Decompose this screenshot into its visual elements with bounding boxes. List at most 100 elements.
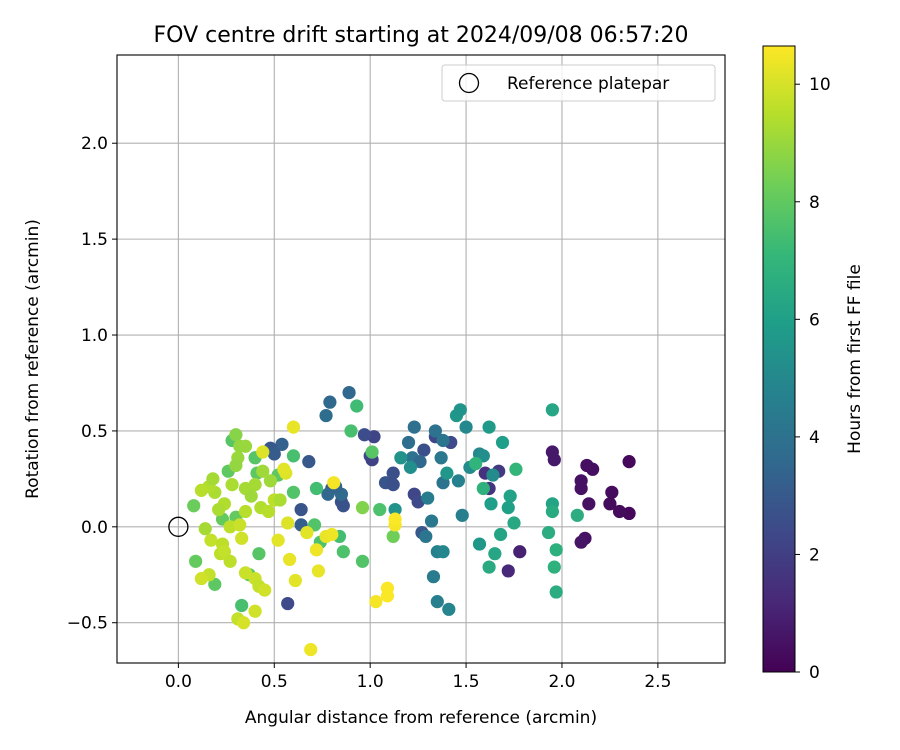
data-point <box>244 489 258 503</box>
plot-frame <box>116 54 726 664</box>
data-point <box>238 504 253 519</box>
data-point <box>325 527 339 542</box>
data-point <box>541 525 556 540</box>
data-point <box>442 602 456 616</box>
data-point <box>208 577 222 591</box>
reference-point-marker <box>168 516 189 537</box>
data-point <box>350 399 364 413</box>
data-point <box>256 445 270 459</box>
data-point <box>319 408 333 423</box>
data-point <box>582 497 596 511</box>
y-tick-label: −0.5 <box>67 614 108 634</box>
data-point <box>547 560 561 574</box>
colorbar-scale <box>762 45 796 673</box>
data-point <box>217 545 232 559</box>
legend-label: Reference platepar <box>507 74 669 94</box>
axes: 0.0 0.5 1.0 1.5 2.0 2.5 −0.5 0.0 0.5 1.0 1.5 2.0 <box>67 54 726 692</box>
data-point <box>342 385 356 400</box>
data-point <box>263 474 278 488</box>
colorbar-tick-label: 4 <box>809 428 820 448</box>
data-point <box>401 435 416 450</box>
data-point <box>507 516 521 530</box>
data-point <box>436 545 450 559</box>
data-point <box>380 589 395 603</box>
chart-title: FOV centre drift starting at 2024/09/08 … <box>154 23 689 48</box>
data-point <box>309 543 324 557</box>
data-point <box>204 533 218 547</box>
data-point <box>386 466 400 480</box>
data-point <box>198 522 212 536</box>
data-point <box>407 420 421 434</box>
data-point <box>323 395 337 409</box>
data-point <box>574 535 588 549</box>
data-point <box>451 474 466 488</box>
data-point <box>493 527 508 542</box>
colorbar-tick-label: 10 <box>809 75 831 95</box>
data-point <box>413 455 427 469</box>
data-point <box>212 502 226 517</box>
data-point <box>311 564 325 578</box>
data-point <box>605 485 619 499</box>
grid-lines <box>117 55 725 663</box>
x-tick-label: 1.5 <box>453 672 480 692</box>
data-point <box>256 464 270 478</box>
data-point <box>373 502 387 517</box>
data-point <box>223 554 237 568</box>
data-point <box>440 466 454 480</box>
data-point <box>545 403 559 417</box>
y-tick-label: 0.0 <box>81 518 108 538</box>
data-point <box>304 642 318 657</box>
data-point <box>503 489 517 503</box>
data-point <box>612 504 627 519</box>
data-point <box>355 554 370 568</box>
y-tick-label: 0.5 <box>81 422 108 442</box>
data-point <box>365 445 379 459</box>
y-tick-label: 1.5 <box>81 230 108 250</box>
data-point <box>386 529 400 544</box>
y-tick-label: 1.0 <box>81 326 108 346</box>
data-point <box>549 543 563 557</box>
data-point <box>486 468 500 482</box>
y-axis-label: Rotation from reference (arcmin) <box>23 219 43 499</box>
x-tick-label: 0.5 <box>261 672 288 692</box>
data-point <box>436 433 450 448</box>
data-point <box>495 435 510 450</box>
data-point <box>622 455 636 469</box>
data-point <box>453 403 467 417</box>
colorbar-tick-label: 0 <box>809 663 820 683</box>
data-point <box>570 508 584 522</box>
data-point <box>426 570 441 584</box>
data-point <box>286 485 301 499</box>
data-point <box>233 518 247 532</box>
data-point <box>229 428 243 442</box>
data-point <box>235 598 249 613</box>
data-point <box>369 595 383 609</box>
legend-box <box>441 64 716 102</box>
data-point <box>547 453 561 467</box>
y-tick-label: 2.0 <box>81 134 108 154</box>
data-point <box>194 572 208 586</box>
data-point <box>302 455 316 469</box>
data-point <box>194 483 208 497</box>
data-point <box>482 420 496 434</box>
data-point <box>428 424 442 438</box>
data-point <box>417 443 431 457</box>
data-point <box>580 458 594 473</box>
data-point <box>472 537 487 551</box>
data-point <box>327 476 341 490</box>
data-point <box>482 560 496 574</box>
data-point <box>501 564 515 578</box>
data-point <box>277 462 291 476</box>
data-point <box>459 420 473 434</box>
data-point <box>484 497 498 511</box>
data-point <box>434 451 448 465</box>
data-point <box>513 545 527 559</box>
data-point <box>336 499 350 513</box>
colorbar: 0 2 4 6 8 10 Hours from first FF file <box>762 45 865 683</box>
data-point <box>261 504 276 519</box>
data-point <box>286 449 301 463</box>
reference-marker-icon <box>458 72 480 94</box>
x-tick-label: 1.0 <box>357 672 384 692</box>
data-point <box>309 481 324 496</box>
